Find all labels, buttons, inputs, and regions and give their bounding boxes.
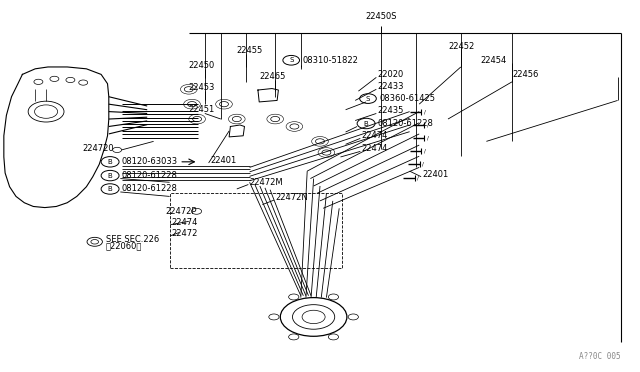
Text: /: / <box>427 122 429 127</box>
Text: 22455: 22455 <box>237 46 263 55</box>
Text: /: / <box>424 109 426 114</box>
Text: 22456: 22456 <box>512 70 538 79</box>
Text: /: / <box>417 175 419 180</box>
Text: /: / <box>424 148 426 153</box>
Text: 08120-61228: 08120-61228 <box>378 119 433 128</box>
Text: 224720: 224720 <box>83 144 114 153</box>
Text: A??0C 005: A??0C 005 <box>579 352 621 361</box>
Text: 22453: 22453 <box>189 83 215 92</box>
Text: 22020: 22020 <box>378 70 404 79</box>
Text: B: B <box>364 121 369 126</box>
Text: 08120-61228: 08120-61228 <box>122 185 177 193</box>
Text: 22472P: 22472P <box>165 207 196 216</box>
Text: 22452: 22452 <box>448 42 474 51</box>
Text: 08360-61425: 08360-61425 <box>380 94 435 103</box>
Text: 22472: 22472 <box>172 229 198 238</box>
Text: SEE SEC.226: SEE SEC.226 <box>106 235 159 244</box>
Text: 08120-63033: 08120-63033 <box>122 157 178 166</box>
Text: 22451: 22451 <box>189 105 215 114</box>
Text: 22472M: 22472M <box>250 178 284 187</box>
Text: 22435: 22435 <box>378 106 404 115</box>
Text: 22450: 22450 <box>189 61 215 70</box>
Text: 22472N: 22472N <box>275 193 308 202</box>
Text: 22401: 22401 <box>210 156 236 165</box>
Text: B: B <box>108 186 113 192</box>
Text: 22465: 22465 <box>259 72 285 81</box>
Text: 22433: 22433 <box>378 82 404 91</box>
Bar <box>170 193 342 268</box>
Text: 08310-51822: 08310-51822 <box>303 56 358 65</box>
Text: 22450S: 22450S <box>365 12 397 21</box>
Text: S: S <box>289 57 293 63</box>
Text: B: B <box>108 159 113 165</box>
Text: （22060）: （22060） <box>106 241 142 250</box>
Text: 22474: 22474 <box>172 218 198 227</box>
Text: /: / <box>427 135 429 140</box>
Text: 22474: 22474 <box>362 144 388 153</box>
Text: S: S <box>366 96 370 102</box>
Text: 22474: 22474 <box>362 131 388 140</box>
Text: B: B <box>108 173 113 179</box>
Text: 22454: 22454 <box>480 56 506 65</box>
Text: 22401: 22401 <box>422 170 449 179</box>
Text: /: / <box>422 162 424 167</box>
Text: 08120-61228: 08120-61228 <box>122 171 177 180</box>
